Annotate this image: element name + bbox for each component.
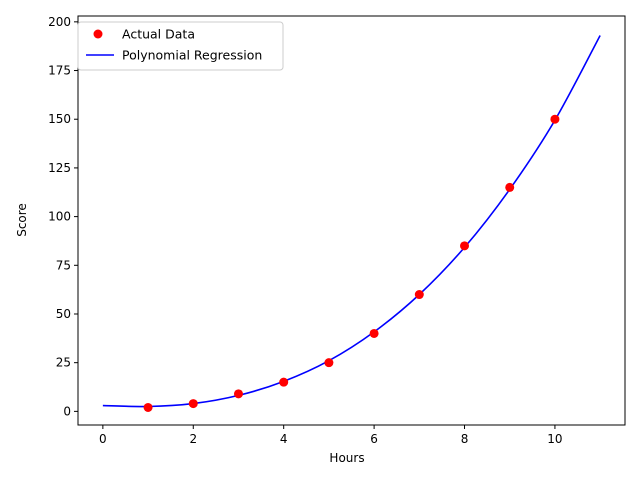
legend: Actual Data Polynomial Regression — [77, 21, 284, 71]
y-tick-label: 100 — [48, 210, 71, 224]
x-axis-ticks: 0 2 4 6 8 10 — [99, 425, 563, 446]
legend-marker-actual-data — [93, 29, 103, 39]
x-tick-label: 10 — [547, 432, 562, 446]
y-tick-label: 0 — [63, 404, 71, 418]
legend-label-polynomial-regression: Polynomial Regression — [122, 48, 262, 63]
legend-box — [77, 21, 284, 71]
data-point — [188, 399, 198, 409]
x-tick-label: 8 — [461, 432, 469, 446]
y-tick-label: 175 — [48, 64, 71, 78]
x-axis-label: Hours — [329, 451, 364, 465]
y-axis-ticks: 0 25 50 75 100 125 150 175 200 — [48, 15, 78, 418]
x-tick-label: 2 — [189, 432, 197, 446]
data-point — [550, 114, 560, 124]
axes-frame — [77, 15, 626, 426]
data-point — [414, 290, 424, 300]
data-point — [505, 182, 515, 192]
y-tick-label: 25 — [56, 356, 71, 370]
plot-area — [102, 35, 601, 412]
data-point — [233, 389, 243, 399]
data-point — [279, 377, 289, 387]
y-tick-label: 200 — [48, 15, 71, 29]
y-tick-label: 75 — [56, 258, 71, 272]
x-tick-label: 0 — [99, 432, 107, 446]
regression-line — [102, 35, 601, 408]
y-axis-label: Score — [15, 203, 29, 237]
y-tick-label: 150 — [48, 112, 71, 126]
data-point — [143, 402, 153, 412]
legend-label-actual-data: Actual Data — [122, 27, 195, 42]
x-tick-label: 6 — [370, 432, 378, 446]
data-point — [324, 358, 334, 368]
y-tick-label: 125 — [48, 161, 71, 175]
y-tick-label: 50 — [56, 307, 71, 321]
data-point — [369, 328, 379, 338]
x-tick-label: 4 — [280, 432, 288, 446]
data-point — [460, 241, 470, 251]
